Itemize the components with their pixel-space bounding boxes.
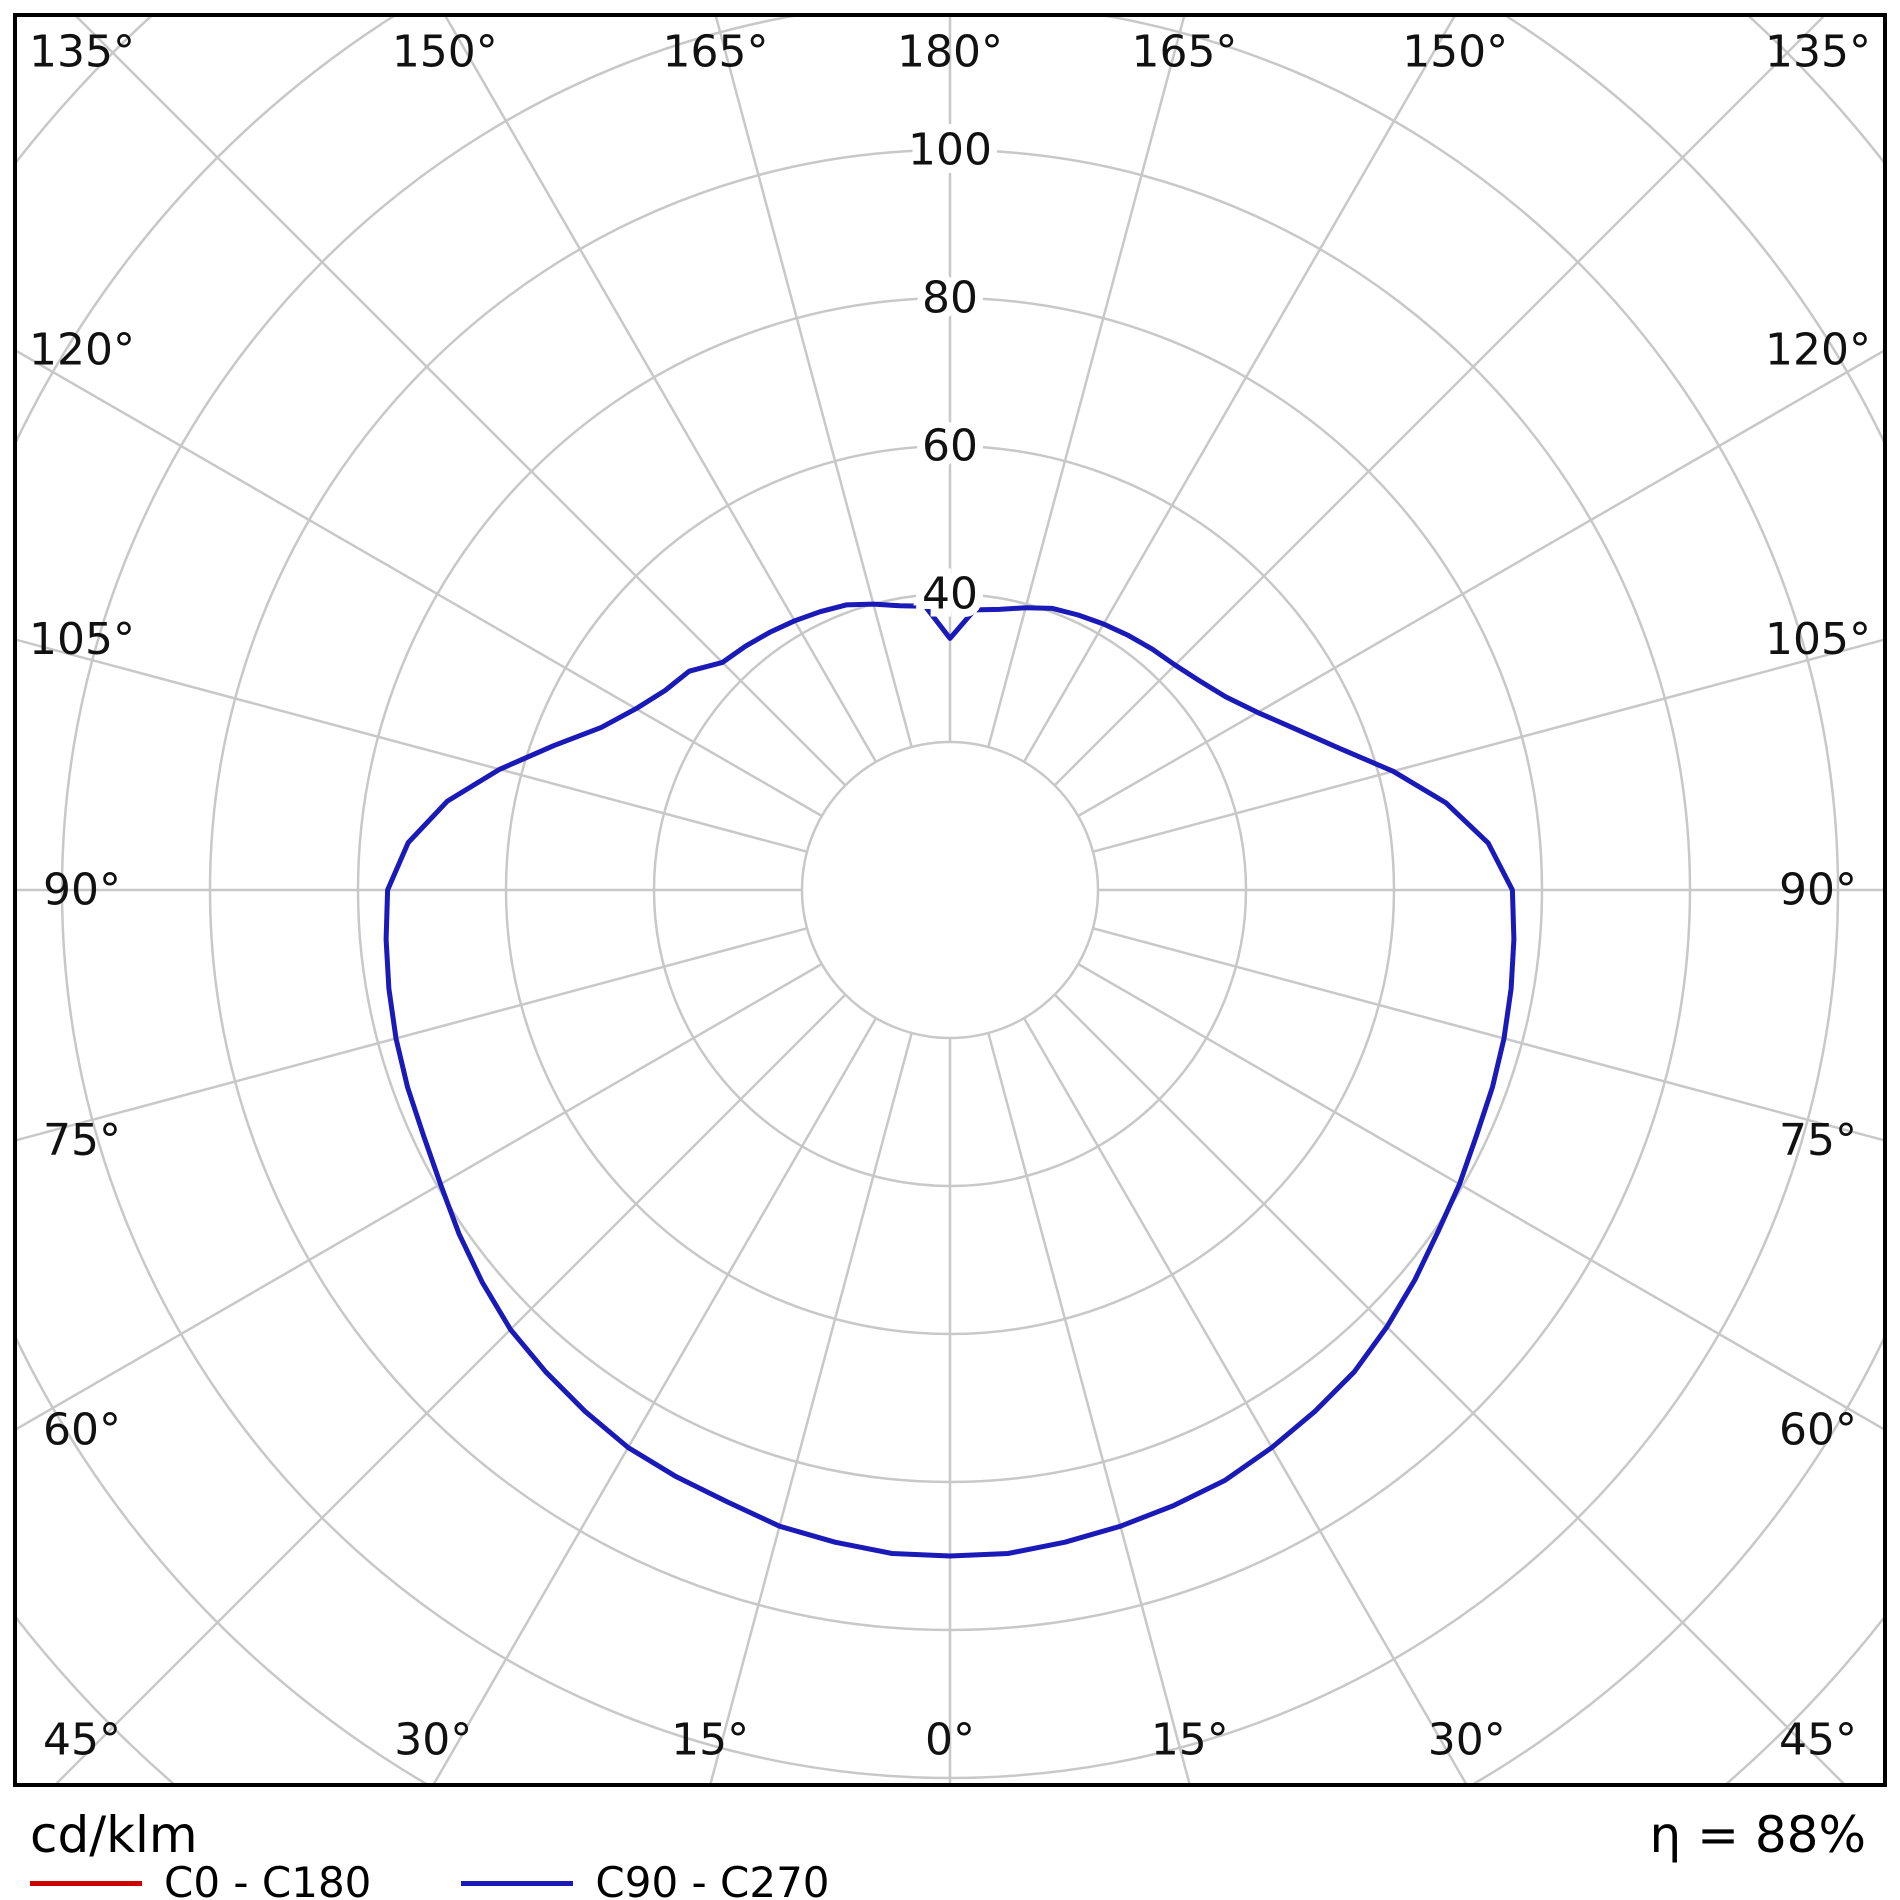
grid-spoke — [17, 962, 823, 1431]
grid-spoke — [714, 17, 913, 748]
angle-label: 90° — [43, 865, 121, 916]
intensity-curve-C90-C270 — [383, 601, 1517, 1559]
grid-spoke — [1077, 962, 1883, 1431]
legend-label-c90-c270: C90 - C270 — [595, 1858, 830, 1900]
angle-label: 105° — [29, 614, 135, 665]
legend-item-c0-c180: C0 - C180 — [30, 1862, 371, 1900]
angle-label: 150° — [392, 27, 498, 78]
grid-spoke — [1022, 1017, 1468, 1783]
angle-label: 165° — [1131, 27, 1237, 78]
grid-spoke — [17, 927, 808, 1142]
angle-label: 180° — [897, 27, 1003, 78]
legend: C0 - C180 C90 - C270 — [30, 1862, 830, 1900]
ring-value-label: 60 — [922, 421, 978, 472]
angle-label: 165° — [663, 27, 769, 78]
grid-spoke — [17, 638, 808, 853]
angle-label: 120° — [29, 325, 135, 376]
angle-label: 75° — [43, 1115, 121, 1166]
angle-label: 15° — [671, 1715, 749, 1766]
grid-spoke — [444, 17, 878, 763]
angle-label: 135° — [29, 27, 135, 78]
grid-spoke — [1053, 993, 1845, 1783]
angle-label: 45° — [1779, 1715, 1857, 1766]
legend-item-c90-c270: C90 - C270 — [461, 1858, 830, 1900]
grid-spoke — [1077, 349, 1883, 818]
legend-label-c0-c180: C0 - C180 — [164, 1858, 372, 1900]
angle-label: 150° — [1402, 27, 1508, 78]
grid-spoke — [432, 1017, 878, 1783]
grid-spoke — [1092, 927, 1883, 1142]
grid-spoke — [55, 993, 847, 1783]
grid-spoke — [1053, 17, 1825, 787]
grid-spoke — [987, 1032, 1191, 1783]
angle-label: 75° — [1779, 1115, 1857, 1166]
grid-spoke — [709, 1032, 913, 1783]
grid-ring — [800, 740, 1100, 1040]
chart-frame — [13, 13, 1887, 1787]
angle-label: 105° — [1765, 614, 1871, 665]
angle-label: 135° — [1765, 27, 1871, 78]
grid-spoke — [987, 17, 1186, 748]
angle-label: 120° — [1765, 325, 1871, 376]
c90-c270-line-swatch — [461, 1880, 574, 1886]
grid-spoke — [1092, 638, 1883, 853]
efficiency-label: η = 88% — [1649, 1806, 1866, 1864]
angle-label: 0° — [925, 1715, 975, 1766]
ring-value-label: 40 — [922, 569, 978, 620]
grid-spoke — [17, 349, 823, 818]
c0-c180-line-swatch — [30, 1880, 142, 1886]
angle-label: 60° — [43, 1404, 121, 1455]
angle-label: 90° — [1779, 865, 1857, 916]
ring-value-label: 80 — [922, 273, 978, 324]
angle-label: 60° — [1779, 1404, 1857, 1455]
angle-label: 15° — [1151, 1715, 1229, 1766]
angle-label: 45° — [43, 1715, 121, 1766]
grid-spoke — [1022, 17, 1456, 763]
angle-label: 30° — [394, 1715, 472, 1766]
unit-label: cd/klm — [30, 1806, 198, 1864]
grid-spoke — [75, 17, 847, 787]
angle-label: 30° — [1428, 1715, 1506, 1766]
ring-value-label: 100 — [908, 125, 992, 176]
